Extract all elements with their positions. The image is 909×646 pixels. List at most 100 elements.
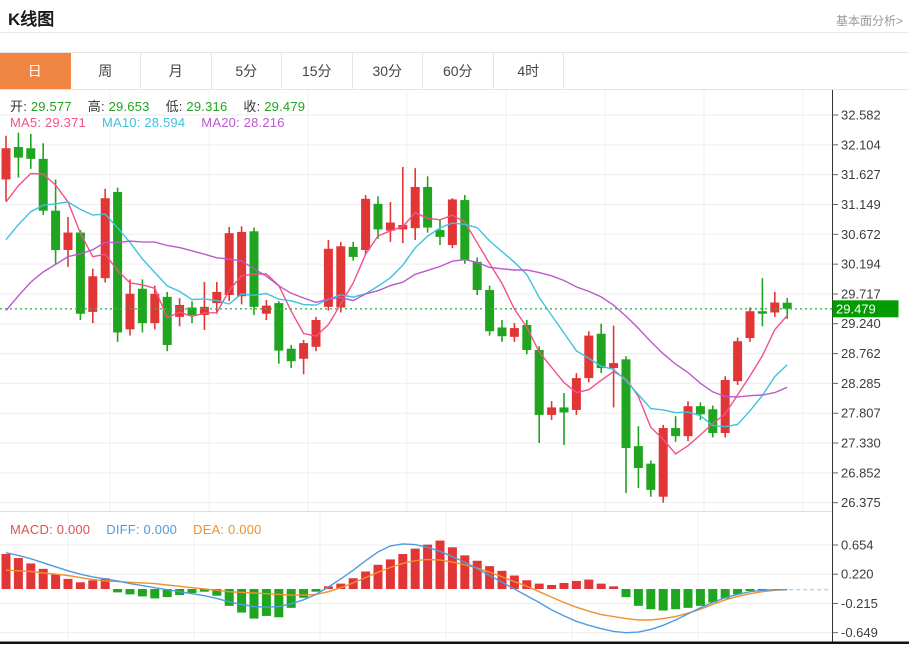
legend-item: MACD: 0.000: [10, 522, 91, 537]
macd-hist-bar: [621, 589, 631, 598]
candle-body: [658, 428, 668, 497]
candle-body: [323, 248, 333, 307]
page-title: K线图: [8, 10, 55, 29]
interval-tab-7[interactable]: 60分: [423, 53, 494, 89]
macd-hist-bar: [695, 589, 705, 606]
candle-body: [336, 246, 346, 308]
candle-body: [63, 232, 73, 251]
price-tick-label: 27.330: [841, 436, 881, 451]
macd-hist-bar: [224, 589, 234, 606]
candle-body: [261, 305, 271, 314]
candle-body: [472, 261, 482, 291]
legend-item: MA10: 28.594: [101, 115, 186, 130]
candle-body: [671, 428, 681, 437]
interval-tab-3[interactable]: 月: [141, 53, 212, 89]
price-tick-label: 29.717: [841, 286, 881, 301]
macd-hist-bar: [534, 583, 544, 590]
interval-tab-6[interactable]: 30分: [353, 53, 423, 89]
macd-hist-bar: [286, 589, 296, 608]
candle-body: [100, 198, 110, 279]
legend-item: 开: 29.577: [10, 99, 72, 114]
ma5-line: [5, 172, 788, 455]
fundamental-analysis-link[interactable]: 基本面分析>: [835, 14, 903, 28]
candle-body: [237, 231, 247, 297]
candle-body: [385, 222, 395, 231]
candle-body: [26, 148, 36, 159]
macd-tick-label: -0.649: [841, 625, 878, 640]
macd-hist-bar: [485, 566, 495, 590]
candle-body: [286, 348, 296, 362]
macd-hist-bar: [100, 578, 110, 590]
page-header: K线图 基本面分析>: [0, 0, 909, 33]
macd-hist-bar: [75, 582, 85, 590]
macd-hist-bar: [311, 589, 321, 592]
candle-body: [485, 290, 495, 332]
candle-body: [733, 341, 743, 382]
macd-tick-label: -0.215: [841, 596, 878, 611]
macd-hist-bar: [472, 560, 482, 590]
ma10-line: [5, 201, 788, 428]
macd-tick-label: 0.220: [841, 567, 874, 582]
price-tick-label: 31.627: [841, 167, 881, 182]
candle-body: [435, 230, 445, 237]
interval-tab-1[interactable]: 日: [0, 53, 71, 89]
macd-hist-bar: [125, 589, 135, 595]
macd-hist-bar: [559, 582, 569, 590]
macd-hist-bar: [658, 589, 668, 611]
candle-body: [13, 146, 23, 158]
macd-hist-bar: [497, 570, 507, 590]
candle-body: [757, 311, 767, 314]
candle-body: [410, 186, 420, 229]
macd-hist-bar: [720, 589, 730, 599]
macd-hist-bar: [249, 589, 259, 619]
macd-hist-bar: [423, 544, 433, 590]
macd-hist-bar: [26, 563, 36, 590]
candle-body: [720, 379, 730, 434]
macd-hist-bar: [150, 589, 160, 599]
candle-body: [460, 200, 470, 261]
macd-tick-label: 0.654: [841, 538, 874, 553]
interval-tab-5[interactable]: 15分: [282, 53, 353, 89]
macd-hist-bar: [113, 589, 123, 593]
candle-body: [509, 328, 519, 337]
macd-hist-bar: [596, 583, 606, 590]
macd-hist-bar: [187, 589, 197, 594]
macd-hist-bar: [671, 589, 681, 610]
bottom-border: [0, 641, 909, 644]
price-tick-label: 32.582: [841, 108, 881, 123]
macd-hist-bar: [51, 574, 61, 590]
ma20-line: [5, 240, 788, 398]
current-price-badge: [832, 300, 899, 318]
ohlc-legend: 开: 29.577 高: 29.653 低: 29.316 收: 29.479: [10, 96, 321, 115]
price-tick-label: 28.285: [841, 376, 881, 391]
macd-hist-bar: [398, 554, 408, 590]
candle-body: [646, 463, 656, 490]
legend-item: MA5: 29.371: [10, 115, 86, 130]
candle-body: [224, 233, 234, 296]
legend-item: MA20: 28.216: [201, 115, 285, 130]
macd-hist-bar: [38, 568, 48, 590]
interval-tab-2[interactable]: 周: [71, 53, 141, 89]
macd-hist-bar: [361, 571, 371, 590]
macd-hist-bar: [63, 578, 73, 590]
interval-tabbar: 日周月 5分 15分 30分 60分 4时: [0, 52, 909, 90]
macd-hist-bar: [385, 559, 395, 590]
candle-body: [497, 327, 507, 337]
macd-hist-bar: [13, 558, 23, 590]
dea-line: [5, 558, 788, 621]
candle-body: [113, 191, 123, 333]
kline-canvas[interactable]: 32.582 32.104 31.627 31.149 30.672 30.194 29.7…: [0, 90, 909, 646]
macd-hist-bar: [646, 589, 656, 610]
legend-item: 低: 29.316: [165, 99, 228, 114]
interval-tab-4[interactable]: 5分: [212, 53, 282, 89]
macd-hist-bar: [162, 589, 172, 598]
candle-body: [299, 343, 309, 359]
macd-hist-bar: [522, 580, 532, 590]
interval-tab-8[interactable]: 4时: [494, 53, 564, 89]
candle-body: [88, 276, 98, 312]
macd-hist-bar: [435, 540, 445, 590]
candle-body: [150, 293, 160, 324]
macd-hist-bar: [609, 586, 619, 590]
candle-body: [125, 293, 135, 330]
diff-line: [5, 543, 788, 634]
